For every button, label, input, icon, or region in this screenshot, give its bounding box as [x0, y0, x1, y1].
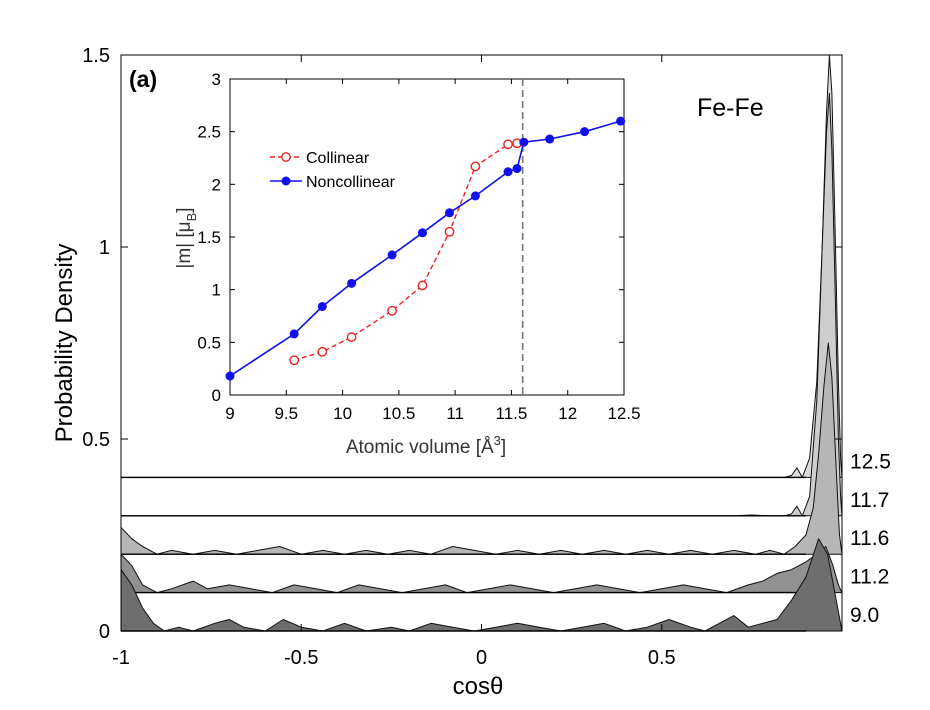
x-axis-label: cosθ: [453, 673, 504, 700]
inset-y-axis-label-end: ]: [174, 207, 195, 212]
inset-chart: 9 9.5 10 10.5 11 11.5 12 12.500.511.522.53: [197, 70, 640, 423]
inset-y-tick-label: 2.5: [197, 123, 221, 142]
inset-y-tick-label: 1: [212, 281, 221, 300]
ridge-area-11.2: [120, 546, 843, 594]
point-noncollinear: [519, 137, 529, 147]
x-tick-label: -1: [112, 647, 130, 669]
point-noncollinear: [512, 164, 522, 174]
inset-x-tick-label: 11.5: [496, 404, 528, 423]
point-noncollinear: [347, 278, 357, 288]
volume-label-11.6: 11.6: [850, 527, 889, 550]
point-noncollinear: [417, 228, 427, 238]
volume-label-11.2: 11.2: [850, 566, 889, 589]
inset-axes-frame: [229, 78, 625, 396]
point-noncollinear: [225, 371, 235, 381]
point-collinear: [444, 226, 455, 237]
inset-x-tick-label: 10.5: [382, 404, 415, 423]
inset-x-axis-label-main: Atomic volume [Å: [346, 437, 494, 458]
legend-collinear-label: Collinear: [306, 150, 370, 167]
point-noncollinear: [289, 329, 299, 339]
point-noncollinear: [445, 208, 455, 218]
point-noncollinear: [616, 116, 626, 126]
legend-box: [264, 145, 414, 193]
legend-noncollinear-label: Noncollinear: [306, 174, 396, 191]
inset-x-tick-label: 12: [558, 404, 577, 423]
inset-x-axis-label-end: ]: [501, 437, 506, 458]
y-tick-label: 0.5: [82, 429, 110, 451]
legend-collinear-marker: [281, 152, 291, 162]
inset-y-tick-label: 0.5: [197, 333, 221, 352]
point-noncollinear: [503, 167, 513, 177]
pair-label: Fe-Fe: [697, 94, 764, 122]
main-ticks: -1 -0.5 0 0.500.511.5: [82, 45, 842, 669]
y-tick-label: 1: [99, 237, 110, 259]
point-collinear: [346, 332, 357, 342]
y-axis-label: Probability Density: [51, 244, 78, 443]
inset-y-axis-label-sub: B: [184, 213, 199, 222]
ridge-area-9.0: [120, 538, 843, 632]
inset-y-axis-label: |m| [μB]: [174, 207, 199, 268]
series-line-collinear: [293, 142, 518, 361]
point-collinear: [317, 346, 328, 357]
inset-y-tick-label: 1.5: [197, 228, 221, 247]
x-tick-label: 0.5: [648, 647, 676, 669]
point-noncollinear: [387, 250, 397, 260]
point-collinear: [417, 280, 428, 291]
inset-x-tick-label: 12.5: [607, 404, 640, 423]
volume-label-11.7: 11.7: [850, 489, 889, 512]
inset-x-axis-label-sup: 3: [494, 433, 501, 448]
point-noncollinear: [580, 127, 590, 137]
ridge-area-11.6: [120, 342, 843, 555]
legend-noncollinear-marker: [281, 176, 291, 186]
y-tick-label: 1.5: [82, 45, 110, 67]
inset-x-axis-label: Atomic volume [Å3]: [346, 433, 506, 458]
point-collinear: [470, 161, 481, 172]
inset-y-tick-label: 3: [212, 70, 221, 89]
inset-y-tick-label: 0: [212, 386, 221, 405]
volume-label-9.0: 9.0: [850, 604, 879, 627]
panel-label: (a): [129, 66, 157, 92]
point-collinear: [289, 355, 300, 366]
point-collinear: [387, 305, 398, 316]
volume-label-12.5: 12.5: [850, 450, 891, 473]
y-tick-label: 0: [99, 621, 110, 643]
inset-y-tick-label: 2: [212, 175, 221, 194]
point-noncollinear: [317, 302, 327, 312]
x-axis-label-text: cosθ: [453, 673, 504, 700]
x-tick-label: 0: [476, 647, 487, 669]
inset-x-tick-label: 9.5: [274, 404, 298, 423]
inset-legend: Collinear Noncollinear: [264, 145, 414, 193]
point-collinear: [503, 139, 513, 150]
inset-x-tick-label: 11: [446, 404, 464, 423]
point-noncollinear: [470, 191, 480, 201]
inset-y-axis-label-main: |m| [μ: [174, 221, 195, 268]
inset-x-tick-label: 10: [333, 404, 352, 423]
point-noncollinear: [545, 134, 555, 144]
x-tick-label: -0.5: [284, 647, 318, 669]
inset-x-tick-label: 9: [225, 404, 234, 423]
